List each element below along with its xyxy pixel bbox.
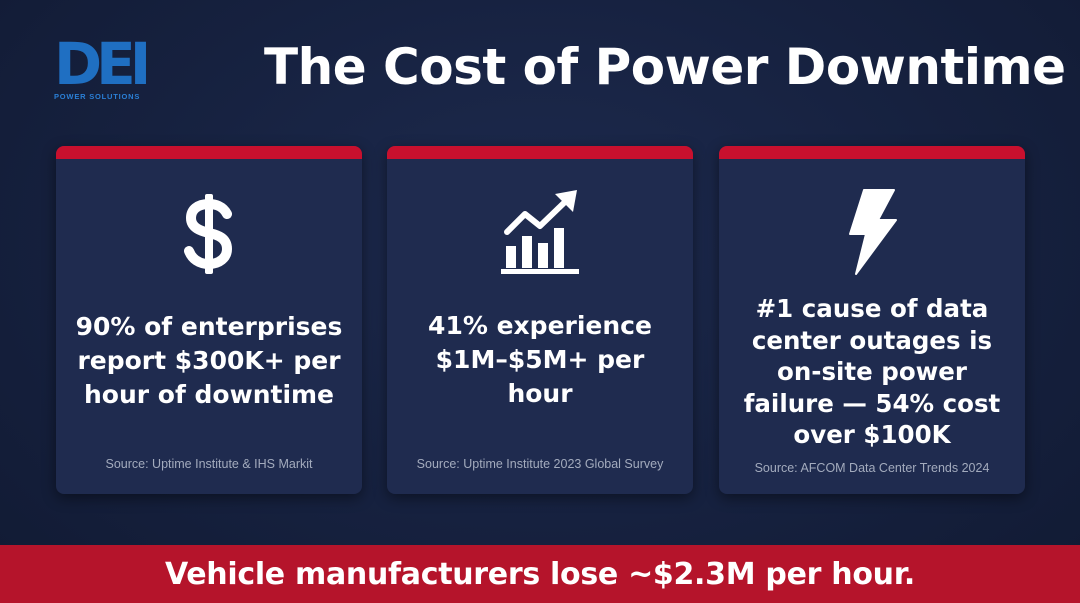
card-stat-text: 41% experience $1M–$5M+ per hour xyxy=(428,311,652,408)
stat-card-outage-cause: #1 cause of data center outages is on-si… xyxy=(719,146,1025,494)
lightning-bolt-icon xyxy=(719,186,1025,276)
logo-mark: DEI xyxy=(54,30,151,98)
stat-card-enterprise-cost: 90% of enterprises report $300K+ per hou… xyxy=(56,146,362,494)
card-accent-bar xyxy=(56,146,362,159)
logo-subtitle: POWER SOLUTIONS xyxy=(54,92,141,101)
card-stat-text: #1 cause of data center outages is on-si… xyxy=(743,294,1001,449)
bottom-banner: Vehicle manufacturers lose ~$2.3M per ho… xyxy=(0,545,1080,603)
company-logo: DEI POWER SOLUTIONS xyxy=(54,30,166,104)
card-source: Source: Uptime Institute & IHS Markit xyxy=(105,457,313,471)
banner-text: Vehicle manufacturers lose ~$2.3M per ho… xyxy=(164,556,916,592)
card-accent-bar xyxy=(387,146,693,159)
stat-card-high-cost: 41% experience $1M–$5M+ per hour Source:… xyxy=(387,146,693,494)
card-source: Source: AFCOM Data Center Trends 2024 xyxy=(754,461,990,475)
card-source: Source: Uptime Institute 2023 Global Sur… xyxy=(416,457,664,471)
card-accent-bar xyxy=(719,146,1025,159)
card-stat-text: 90% of enterprises report $300K+ per hou… xyxy=(75,312,343,409)
dollar-icon xyxy=(56,192,362,276)
page-title: The Cost of Power Downtime xyxy=(264,38,1066,96)
bar-chart-trend-icon xyxy=(387,188,693,278)
